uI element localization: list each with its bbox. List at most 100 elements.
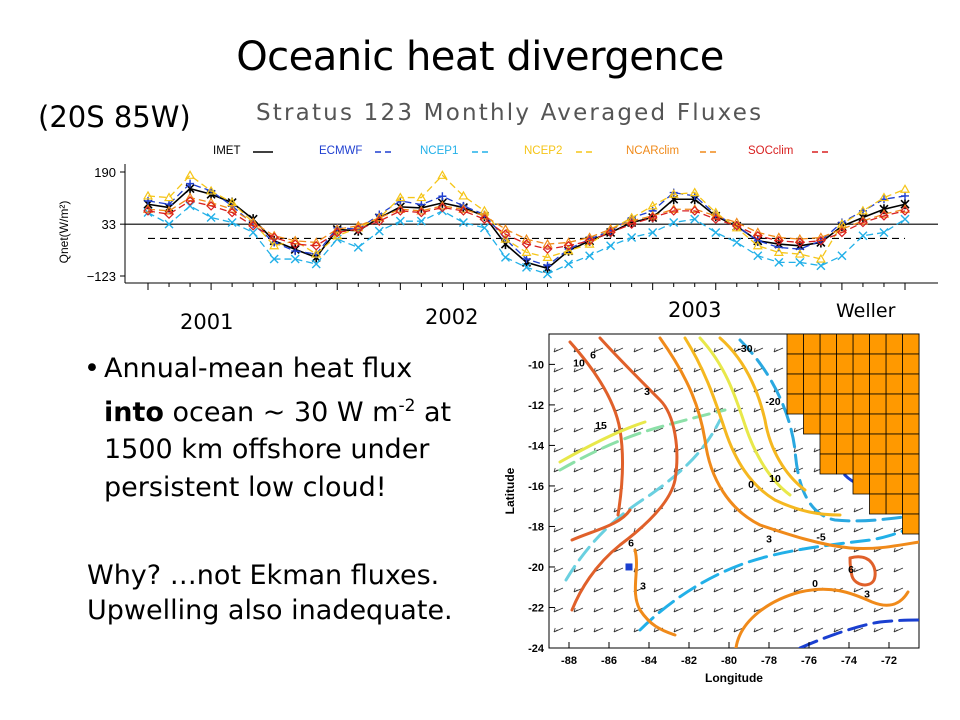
wind-arrow [713, 547, 724, 553]
land-cell [786, 353, 804, 375]
wind-arrow [793, 607, 804, 613]
y-tick-label: -20 [528, 562, 544, 574]
y-tick-label: -12 [528, 400, 544, 412]
data-point [332, 223, 343, 233]
contour-warm-h [683, 336, 842, 517]
wind-arrow [833, 607, 844, 613]
data-point [522, 262, 531, 272]
data-point [647, 200, 658, 210]
wind-arrow [693, 627, 704, 633]
wind-arrow [733, 487, 744, 493]
land-cell [869, 493, 887, 515]
data-point [731, 220, 742, 231]
data-point [837, 251, 847, 261]
data-point [311, 259, 321, 269]
series-line [147, 196, 906, 245]
contour-label: 0 [812, 578, 818, 590]
data-point [269, 232, 280, 243]
wind-arrow [713, 527, 724, 533]
data-point [374, 212, 385, 222]
land-cell [786, 334, 804, 355]
wind-arrow [793, 527, 804, 533]
land-cell [852, 453, 870, 475]
why-text: Why? …not Ekman fluxes. Upwelling also i… [87, 558, 453, 628]
wind-arrow [713, 347, 724, 353]
land-cell [902, 513, 919, 535]
wind-arrow [693, 527, 704, 533]
wind-arrow [713, 507, 724, 513]
wind-arrow [733, 427, 744, 433]
wind-arrow [893, 627, 904, 633]
data-point [142, 190, 154, 200]
y-axis-label: Qnet(W/m²) [57, 201, 71, 264]
land-cell [803, 334, 821, 355]
wind-arrow [553, 507, 564, 513]
data-point [773, 247, 784, 257]
data-point [500, 252, 510, 262]
wind-arrow [653, 387, 664, 393]
data-point [584, 235, 595, 246]
data-point [416, 192, 427, 202]
wind-arrow [573, 607, 584, 613]
data-point [143, 206, 153, 216]
wind-arrow [773, 567, 784, 573]
data-point [416, 216, 426, 226]
data-point [710, 214, 721, 225]
x-tick-label: -88 [561, 655, 577, 667]
wind-arrow [593, 347, 604, 353]
contour-cool-f [798, 618, 919, 648]
contour-cool-c [638, 523, 919, 632]
land-cell [852, 413, 870, 435]
legend-label: NCEP1 [420, 145, 458, 157]
wind-arrow [573, 527, 584, 533]
bullet-text: Annual-mean heat flux into ocean ~ 30 W … [84, 350, 454, 506]
land-cell [902, 393, 919, 415]
contour-label: 10 [573, 357, 585, 369]
data-point [206, 201, 216, 211]
land-cell [852, 334, 870, 355]
contour-label: -5 [816, 532, 825, 544]
wind-arrow [593, 507, 604, 513]
wind-arrow [673, 407, 684, 413]
data-point [164, 219, 174, 229]
x-tick-label: -74 [841, 655, 858, 667]
y-tick-label: 190 [94, 165, 116, 180]
data-point [479, 214, 490, 225]
wind-arrow [573, 427, 584, 433]
bullet-emphasis: into [104, 396, 164, 428]
land-cell [902, 473, 919, 495]
data-point [606, 241, 616, 251]
y-tick-label: -22 [528, 602, 544, 614]
data-point [185, 196, 195, 206]
land-cell [869, 353, 887, 375]
data-point [669, 218, 679, 227]
data-point [543, 261, 552, 270]
wind-arrow [693, 607, 704, 613]
wind-arrow [773, 407, 784, 413]
data-point [753, 251, 763, 261]
contour-label: 3 [864, 588, 870, 600]
data-point [311, 248, 322, 258]
data-point [521, 233, 532, 243]
land-cell [885, 413, 903, 435]
data-point [522, 255, 531, 264]
wind-arrow [573, 507, 584, 513]
data-point [332, 227, 343, 238]
land-cell [819, 393, 837, 415]
bullet-exponent: -2 [398, 395, 416, 416]
wind-arrow [633, 427, 644, 433]
data-point [794, 248, 805, 258]
y-tick-label: 33 [102, 217, 116, 232]
land-cell [902, 453, 919, 475]
legend-label: NCARclim [626, 145, 679, 157]
wind-arrow [673, 607, 684, 613]
wind-arrow [553, 387, 564, 393]
wind-arrow [773, 427, 784, 433]
data-point [879, 211, 889, 221]
wind-arrow [813, 487, 824, 493]
land-cell [836, 373, 854, 395]
wind-arrow [553, 347, 564, 353]
wind-arrow [593, 407, 604, 413]
land-cell [869, 334, 887, 355]
land-cell [803, 353, 821, 375]
